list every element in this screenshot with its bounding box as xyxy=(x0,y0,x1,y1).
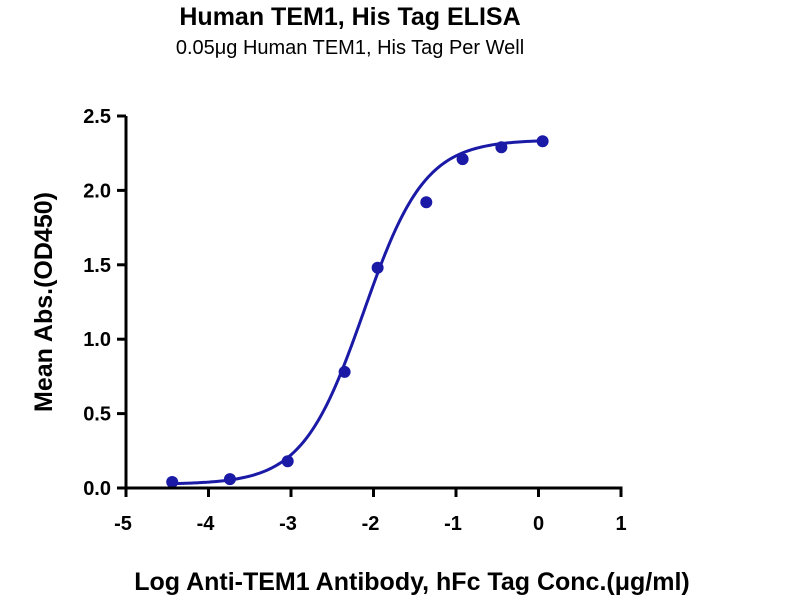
data-point xyxy=(495,141,508,154)
data-point xyxy=(223,473,236,486)
data-point xyxy=(420,196,433,209)
y-tick-label: 2.5 xyxy=(83,106,111,128)
x-tick-label: -4 xyxy=(197,513,216,535)
data-point xyxy=(456,153,469,166)
data-point xyxy=(536,135,549,148)
data-point xyxy=(166,476,179,489)
x-tick-label: 1 xyxy=(615,513,626,535)
y-tick-label: 1.0 xyxy=(83,329,111,351)
y-tick-label: 0.0 xyxy=(83,478,111,500)
chart-subtitle: 0.05μg Human TEM1, His Tag Per Well xyxy=(175,37,525,59)
y-axis-title: Mean Abs.(OD450) xyxy=(30,192,58,412)
data-point xyxy=(371,261,384,274)
chart-title: Human TEM1, His Tag ELISA xyxy=(179,3,521,31)
x-tick-label: -5 xyxy=(114,513,132,535)
x-tick-label: 0 xyxy=(533,513,544,535)
x-tick-label: -3 xyxy=(279,513,297,535)
y-tick-label: 0.5 xyxy=(83,404,111,426)
x-tick-label: -1 xyxy=(444,513,462,535)
x-axis-title: Log Anti-TEM1 Antibody, hFc Tag Conc.(μg… xyxy=(134,568,690,596)
fit-curve xyxy=(172,139,543,486)
data-point xyxy=(338,365,351,378)
data-point xyxy=(281,455,294,468)
x-tick-label: -2 xyxy=(362,513,380,535)
y-tick-label: 1.5 xyxy=(83,255,111,277)
y-tick-label: 2.0 xyxy=(83,180,111,202)
